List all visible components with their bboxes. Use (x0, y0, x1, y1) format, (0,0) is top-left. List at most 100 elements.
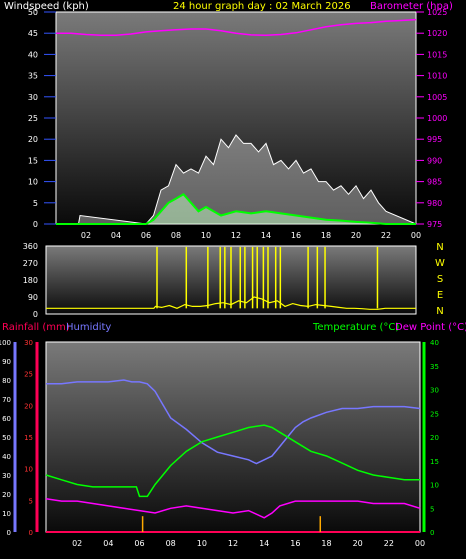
humidity-tick: 40 (2, 453, 11, 461)
wind-left-tick: 5 (33, 199, 38, 208)
barometer-series (56, 18, 417, 37)
temp-x-tick: 16 (290, 539, 300, 548)
compass-label: N (436, 306, 443, 317)
humidity-tick: 60 (2, 415, 11, 423)
wind-right-tick: 975 (427, 220, 442, 229)
temperature-series (45, 424, 420, 498)
temp-x-tick: 02 (72, 539, 82, 548)
wind-x-tick: 20 (351, 231, 361, 240)
temperature-axis: 0 5 10 15 20 25 30 35 40 (430, 339, 439, 537)
temperature-tick: 0 (430, 529, 434, 537)
wind-x-tick: 08 (171, 231, 181, 240)
rainfall-tick: 30 (24, 339, 33, 347)
wind-right-label: Barometer (hpa) (370, 1, 453, 12)
humidity-tick: 90 (2, 358, 11, 366)
humidity-tick: 50 (2, 434, 11, 442)
rainfall-tick: 25 (24, 371, 33, 379)
wind-right-tick: 1020 (427, 29, 447, 38)
wind-left-tick: 25 (28, 114, 38, 123)
wind-left-tick: 50 (28, 8, 38, 17)
wind-left-tick: 35 (28, 72, 38, 81)
wind-right-tick: 1015 (427, 50, 447, 59)
compass-label: W (435, 258, 445, 269)
direction-series (46, 246, 416, 310)
wind-right-tick: 1005 (427, 93, 447, 102)
temperature-tick: 15 (430, 458, 439, 466)
humidity-tick: 80 (2, 377, 11, 385)
wind-left-axis: 0 5 10 15 20 25 30 35 40 45 50 (28, 8, 56, 229)
rainfall-axis: 0 5 10 15 20 25 30 (24, 339, 33, 537)
compass-label: N (436, 242, 443, 253)
rainfall-tick: 5 (29, 497, 33, 505)
wind-x-tick: 00 (411, 231, 421, 240)
temp-x-axis: 02 04 06 08 10 12 14 16 18 20 22 00 (72, 539, 425, 548)
temperature-tick: 35 (430, 363, 439, 371)
humidity-label: Humidity (66, 322, 111, 333)
temperature-tick: 40 (430, 339, 439, 347)
wind-left-tick: 45 (28, 29, 38, 38)
temp-x-tick: 22 (384, 539, 394, 548)
temp-panel-background (45, 341, 421, 533)
temperature-tick: 5 (430, 505, 434, 513)
wind-right-tick: 1000 (427, 114, 447, 123)
rainfall-tick: 20 (24, 402, 33, 410)
temp-x-tick: 14 (259, 539, 269, 548)
chart-title: 24 hour graph day : 02 March 2026 (173, 1, 351, 12)
temperature-tick: 30 (430, 387, 439, 395)
humidity-tick: 100 (0, 339, 11, 347)
wind-left-label: Windspeed (kph) (4, 1, 89, 12)
temp-x-tick: 08 (166, 539, 176, 548)
direction-tick: 360 (23, 242, 38, 251)
dewpoint-series (45, 498, 421, 519)
humidity-tick: 30 (2, 472, 11, 480)
direction-tick: 0 (33, 310, 38, 319)
wind-right-tick: 995 (427, 135, 442, 144)
temperature-tick: 10 (430, 482, 439, 490)
wind-x-axis: 02 04 06 08 10 12 14 16 18 20 22 00 (81, 231, 421, 240)
wind-x-tick: 06 (141, 231, 151, 240)
temp-x-tick: 06 (134, 539, 144, 548)
wind-x-tick: 10 (201, 231, 211, 240)
temp-x-tick: 04 (103, 539, 113, 548)
temp-x-tick: 18 (321, 539, 331, 548)
wind-x-tick: 14 (261, 231, 271, 240)
direction-tick: 90 (28, 293, 38, 302)
rainfall-tick: 10 (24, 466, 33, 474)
rainfall-tick: 15 (24, 434, 33, 442)
humidity-series (46, 379, 421, 465)
compass-label: E (437, 290, 443, 301)
wind-x-tick: 04 (111, 231, 121, 240)
temp-x-tick: 12 (228, 539, 238, 548)
wind-panel-background (55, 11, 417, 225)
direction-left-axis: 0 90 180 270 360 (23, 242, 38, 319)
humidity-axis: 0 10 20 30 40 50 60 70 80 90 100 (0, 339, 11, 537)
wind-x-tick: 02 (81, 231, 91, 240)
wind-x-tick: 18 (321, 231, 331, 240)
wind-right-tick: 990 (427, 156, 442, 165)
temperature-label: Temperature (°C) (312, 322, 399, 333)
wind-right-tick: 1010 (427, 72, 447, 81)
wind-right-tick: 1025 (427, 8, 447, 17)
wind-right-axis: 975 980 985 990 995 1000 1005 1010 1015 1020 1025 (416, 8, 447, 229)
direction-series (46, 296, 416, 310)
wind-left-tick: 30 (28, 93, 38, 102)
wind-left-tick: 0 (33, 220, 38, 229)
wind-right-tick: 980 (427, 199, 442, 208)
rainfall-label: Rainfall (mm) (2, 322, 70, 333)
wind-series (56, 18, 417, 225)
humidity-tick: 20 (2, 491, 11, 499)
humidity-tick: 70 (2, 396, 11, 404)
direction-tick: 180 (23, 276, 38, 285)
wind-x-tick: 22 (381, 231, 391, 240)
wind-avg-fill (56, 194, 416, 224)
humidity-tick: 0 (7, 529, 11, 537)
compass-label: S (437, 274, 443, 285)
wind-left-tick: 40 (28, 50, 38, 59)
temp-x-tick: 00 (415, 539, 425, 548)
wind-left-tick: 15 (28, 156, 38, 165)
wind-left-tick: 10 (28, 178, 38, 187)
temp-x-tick: 10 (197, 539, 207, 548)
wind-x-tick: 16 (291, 231, 301, 240)
direction-tick: 270 (23, 259, 38, 268)
